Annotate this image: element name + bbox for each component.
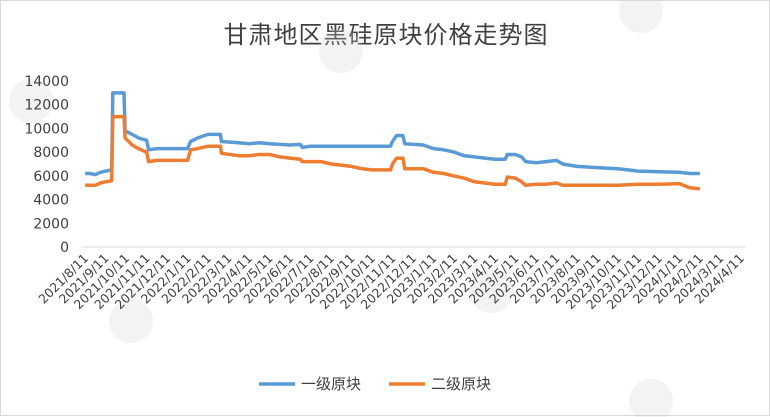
watermark-logo	[109, 299, 153, 343]
series-line-1	[85, 91, 700, 177]
watermark-logo	[629, 379, 673, 417]
legend-label-1: 一级原块	[301, 375, 361, 393]
chart-title: 甘肃地区黑硅原块价格走势图	[223, 21, 549, 49]
x-axis-ticks: 2021/8/112021/9/112021/10/112021/11/1120…	[35, 251, 747, 313]
y-tick-label: 10000	[24, 121, 69, 137]
y-tick-label: 12000	[24, 98, 69, 114]
legend: 一级原块 二级原块	[259, 375, 491, 393]
y-axis-ticks: 0 2000 4000 6000 8000 10000 12000 14000	[24, 74, 69, 256]
watermark-logo	[619, 1, 663, 33]
series-lines	[85, 91, 701, 191]
y-tick-label: 14000	[24, 74, 69, 90]
watermark-logo	[319, 29, 363, 73]
y-tick-label: 0	[60, 240, 69, 256]
series-line-2	[85, 114, 701, 191]
y-tick-label: 8000	[33, 145, 69, 161]
y-tick-label: 4000	[33, 193, 69, 209]
watermark-logo	[9, 79, 53, 123]
y-tick-label: 6000	[33, 169, 69, 185]
watermark-layer	[9, 1, 673, 417]
watermark-logo	[469, 269, 513, 313]
y-tick-label: 2000	[33, 216, 69, 232]
legend-label-2: 二级原块	[431, 375, 491, 393]
